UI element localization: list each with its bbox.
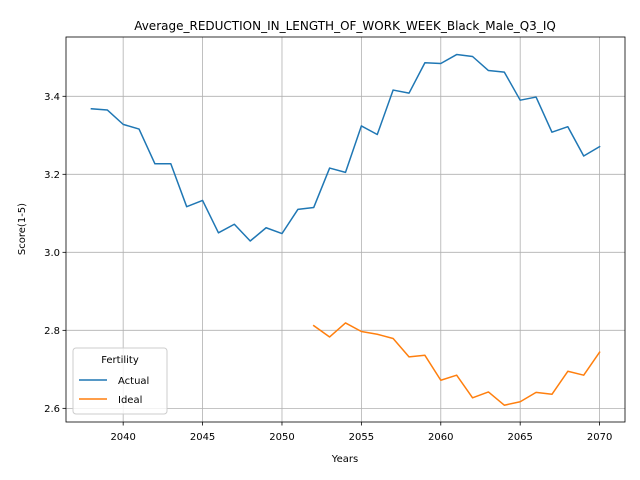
x-tick-label: 2055 bbox=[349, 432, 374, 443]
x-tick-label: 2045 bbox=[190, 432, 215, 443]
y-tick-label: 3.4 bbox=[44, 92, 60, 103]
y-axis-label: Score(1-5) bbox=[17, 203, 28, 255]
chart-title: Average_REDUCTION_IN_LENGTH_OF_WORK_WEEK… bbox=[134, 19, 556, 33]
x-tick-label: 2040 bbox=[110, 432, 135, 443]
series-line-actual bbox=[90, 53, 601, 242]
y-tick-label: 2.8 bbox=[44, 326, 60, 337]
y-tick-label: 3.0 bbox=[44, 248, 60, 259]
y-tick-label: 2.6 bbox=[44, 404, 60, 415]
axis-ticks: 2040 2045 2050 2055 2060 2065 2070 2.6 2.8 3.0 3.2… bbox=[44, 92, 612, 443]
legend-label-actual: Actual bbox=[118, 376, 149, 387]
x-tick-label: 2050 bbox=[269, 432, 294, 443]
x-tick-label: 2060 bbox=[428, 432, 453, 443]
legend-label-ideal: Ideal bbox=[118, 395, 142, 406]
legend-title: Fertility bbox=[101, 355, 139, 366]
legend: Fertility Actual Ideal bbox=[72, 347, 168, 415]
plot-frame bbox=[65, 36, 626, 423]
y-tick-label: 3.2 bbox=[44, 170, 60, 181]
series-line-ideal bbox=[312, 322, 601, 406]
x-tick-label: 2065 bbox=[507, 432, 532, 443]
legend-box bbox=[72, 347, 168, 415]
x-axis-label: Years bbox=[331, 454, 358, 465]
x-tick-label: 2070 bbox=[587, 432, 612, 443]
series-lines bbox=[90, 53, 601, 406]
